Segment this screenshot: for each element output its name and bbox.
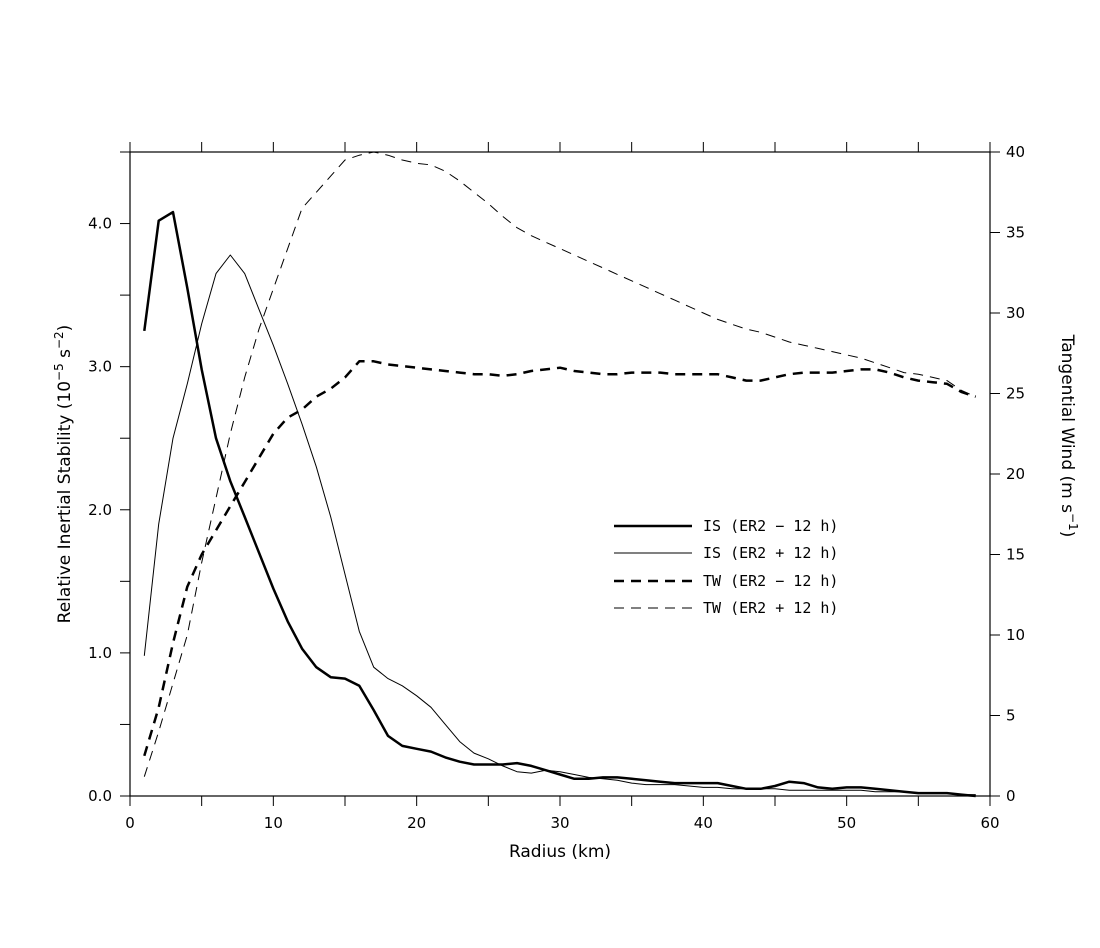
x-tick-label: 20 — [407, 814, 426, 832]
y-right-tick-label: 15 — [1006, 546, 1025, 564]
plot-frame — [129, 151, 991, 797]
y-left-tick-label: 2.0 — [88, 501, 112, 519]
series-line-1 — [143, 254, 976, 796]
y-right-tick-label: 0 — [1006, 787, 1016, 805]
y-right-tick-label: 25 — [1006, 385, 1025, 403]
data-lines — [143, 151, 977, 798]
tick-labels: 0 10 20 30 40 50 60 0.0 1.0 2.0 3.0 4.0 0 5 10 15 20 25 30… — [88, 143, 1025, 832]
y-left-tick-label: 4.0 — [88, 215, 112, 233]
legend-label-is-plus: IS (ER2 + 12 h) — [703, 544, 838, 562]
y-right-tick-label: 40 — [1006, 143, 1025, 161]
y-right-tick-label: 20 — [1006, 465, 1025, 483]
legend-label-tw-minus: TW (ER2 − 12 h) — [703, 572, 838, 590]
y-right-tick-label: 35 — [1006, 224, 1025, 242]
y-axis-left-title: Relative Inertial Stability (10−5 s−2) — [52, 325, 75, 624]
series-line-3 — [143, 151, 976, 777]
tick-marks — [120, 142, 1000, 806]
x-tick-label: 30 — [550, 814, 569, 832]
legend-label-is-minus: IS (ER2 − 12 h) — [703, 517, 838, 535]
y-right-tick-label: 5 — [1006, 707, 1016, 725]
legend: IS (ER2 − 12 h) IS (ER2 + 12 h) TW (ER2 … — [614, 517, 838, 617]
x-tick-label: 50 — [837, 814, 856, 832]
y-left-tick-label: 3.0 — [88, 358, 112, 376]
y-left-tick-label: 1.0 — [88, 644, 112, 662]
series-line-0 — [143, 210, 976, 798]
y-left-tick-label: 0.0 — [88, 787, 112, 805]
legend-label-tw-plus: TW (ER2 + 12 h) — [703, 599, 838, 617]
x-tick-label: 60 — [980, 814, 999, 832]
x-axis-title: Radius (km) — [509, 842, 611, 862]
y-right-tick-label: 30 — [1006, 304, 1025, 322]
x-tick-label: 40 — [694, 814, 713, 832]
y-right-tick-label: 10 — [1006, 626, 1025, 644]
y-axis-right-title: Tangential Wind (m s−1) — [1057, 334, 1080, 538]
x-tick-label: 0 — [125, 814, 135, 832]
x-tick-label: 10 — [264, 814, 283, 832]
series-line-2 — [143, 360, 977, 757]
